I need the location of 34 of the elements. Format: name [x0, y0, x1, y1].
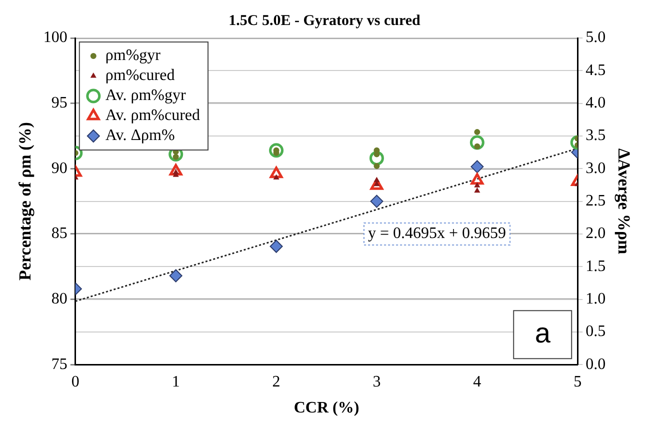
x-tick-label: 0 — [71, 373, 80, 390]
legend-label: ρm%gyr — [105, 47, 162, 64]
legend-label: Av. ρm%cured — [105, 107, 200, 124]
y-axis-title: Percentage of ρm (%) — [16, 122, 35, 281]
y2-axis-title: ΔAverge %ρm — [614, 148, 634, 254]
y2-tick-label: 1.0 — [586, 290, 606, 308]
legend-label: Av. Δρm% — [105, 127, 175, 144]
x-tick-label: 4 — [473, 373, 482, 390]
legend-label: ρm%cured — [105, 67, 175, 84]
y2-tick-label: 4.5 — [586, 62, 606, 79]
y2-tick-label: 0.0 — [586, 356, 606, 373]
y2-tick-label: 2.0 — [586, 225, 606, 242]
x-tick-label: 2 — [272, 373, 280, 390]
y2-tick-label: 4.0 — [586, 94, 606, 112]
y-tick-label: 100 — [43, 29, 68, 46]
y-tick-label: 90 — [51, 160, 68, 177]
y-tick-label: 85 — [51, 225, 68, 242]
chart-title: 1.5C 5.0E - Gyratory vs cured — [228, 12, 422, 29]
y2-tick-label: 0.5 — [586, 323, 606, 340]
x-tick-label: 3 — [372, 373, 381, 390]
annotation: a — [534, 317, 551, 348]
y2-tick-label: 1.5 — [586, 258, 606, 275]
y2-tick-label: 5.0 — [586, 29, 606, 46]
x-tick-label: 1 — [172, 373, 180, 390]
x-axis-title: CCR (%) — [294, 400, 360, 417]
x-tick-label: 5 — [574, 373, 582, 390]
y-tick-label: 80 — [51, 290, 68, 308]
y2-tick-label: 3.0 — [586, 160, 606, 177]
legend-label: Av. ρm%gyr — [105, 87, 186, 104]
y-tick-label: 95 — [51, 94, 68, 112]
annotation: y = 0.4695x + 0.9659 — [368, 225, 506, 242]
y-tick-label: 75 — [51, 356, 68, 373]
y2-tick-label: 2.5 — [586, 192, 606, 210]
y2-tick-label: 3.5 — [586, 127, 606, 144]
